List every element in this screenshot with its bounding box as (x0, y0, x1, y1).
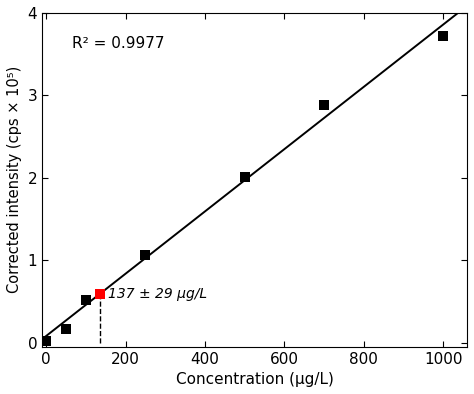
Point (82, 297, 90, 303)
Point (42, 338, 50, 344)
Text: 137 ± 29 μg/L: 137 ± 29 μg/L (109, 287, 208, 301)
Y-axis label: Corrected intensity (cps × 10⁵): Corrected intensity (cps × 10⁵) (7, 66, 22, 294)
X-axis label: Concentration (μg/L): Concentration (μg/L) (176, 372, 334, 387)
Point (320, 102, 328, 108)
Point (241, 174, 248, 180)
Point (439, 33, 447, 39)
Point (62, 325, 70, 332)
Point (142, 252, 149, 258)
Text: R² = 0.9977: R² = 0.9977 (72, 36, 164, 51)
Point (97, 291, 104, 297)
